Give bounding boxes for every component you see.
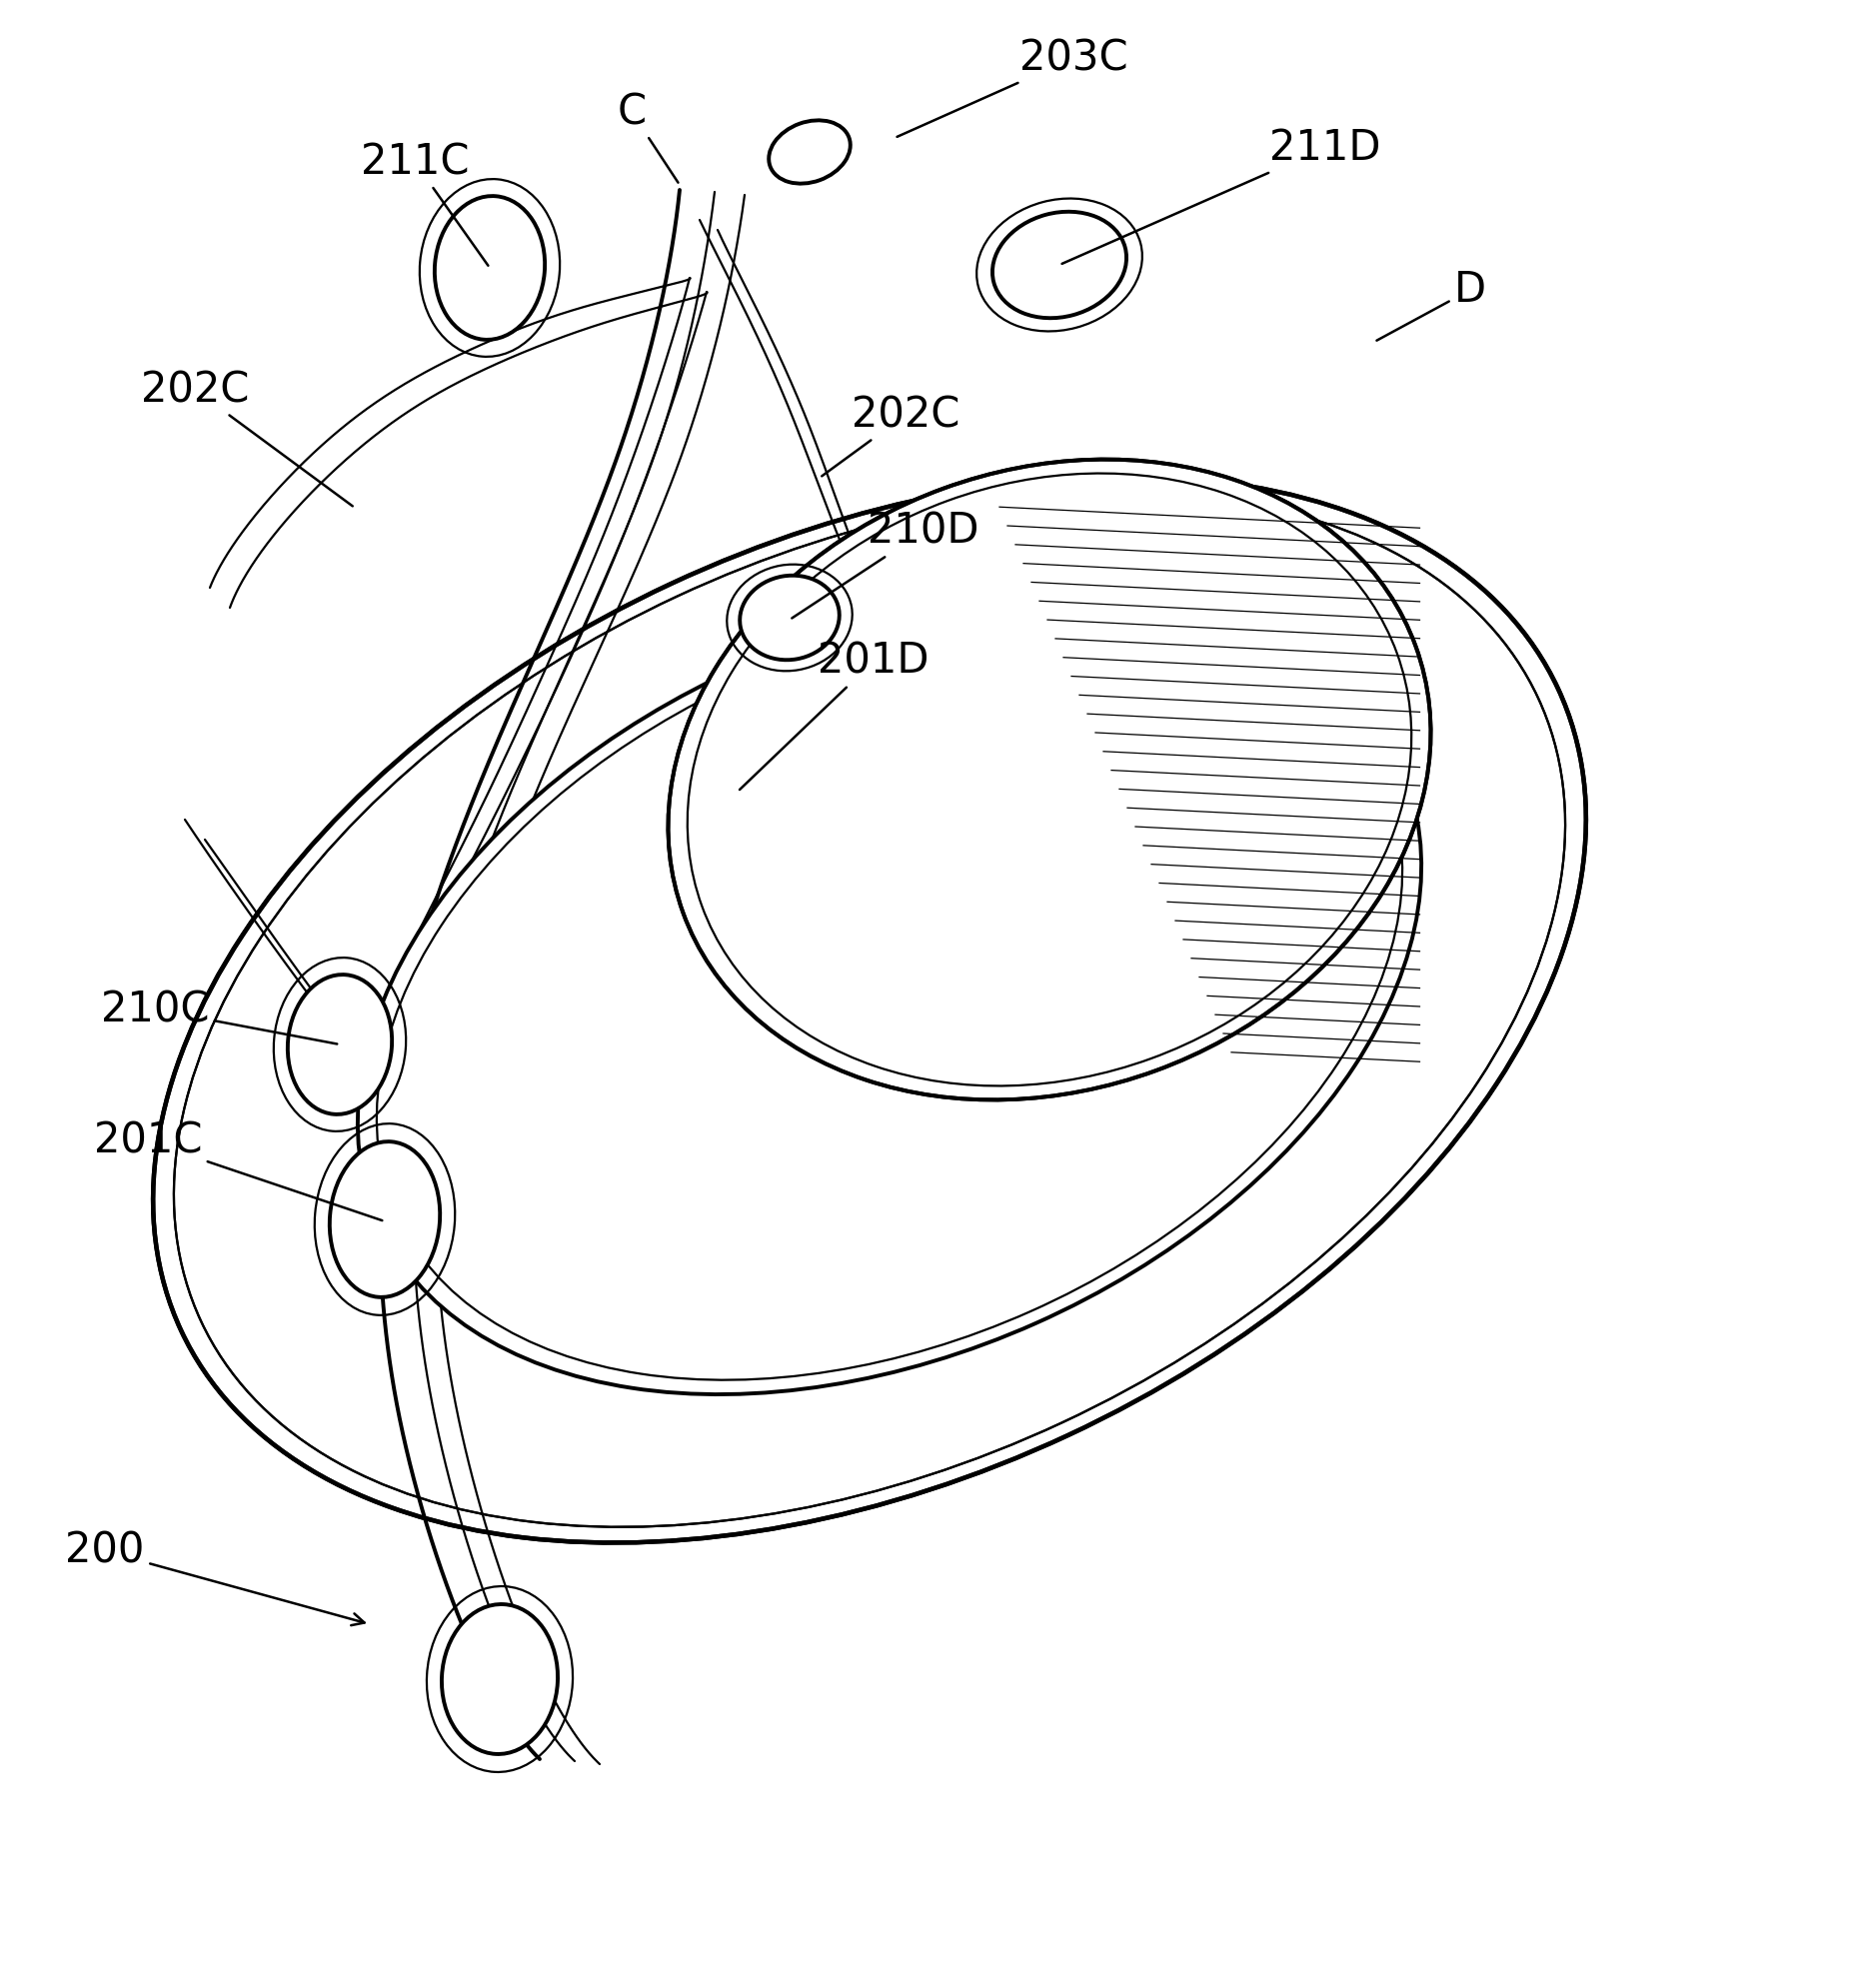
Text: 201C: 201C (93, 1121, 383, 1221)
Ellipse shape (330, 1141, 441, 1298)
Ellipse shape (288, 974, 392, 1115)
Text: C: C (618, 91, 678, 183)
Ellipse shape (435, 197, 545, 340)
Text: 202C: 202C (140, 370, 353, 507)
Text: 210D: 210D (792, 511, 978, 618)
Text: 203C: 203C (896, 38, 1128, 137)
Ellipse shape (739, 575, 840, 660)
Text: 211C: 211C (360, 141, 487, 266)
Ellipse shape (157, 479, 1583, 1541)
Text: 201D: 201D (739, 640, 930, 789)
Text: 211D: 211D (1062, 127, 1382, 264)
Text: 210C: 210C (101, 988, 338, 1044)
Ellipse shape (668, 459, 1430, 1099)
Ellipse shape (377, 608, 1402, 1380)
Ellipse shape (442, 1604, 558, 1753)
Ellipse shape (769, 121, 849, 183)
Text: D: D (1376, 268, 1486, 340)
Text: 200: 200 (65, 1531, 364, 1626)
Ellipse shape (358, 594, 1421, 1394)
Text: 202C: 202C (821, 394, 960, 475)
Ellipse shape (993, 211, 1126, 318)
